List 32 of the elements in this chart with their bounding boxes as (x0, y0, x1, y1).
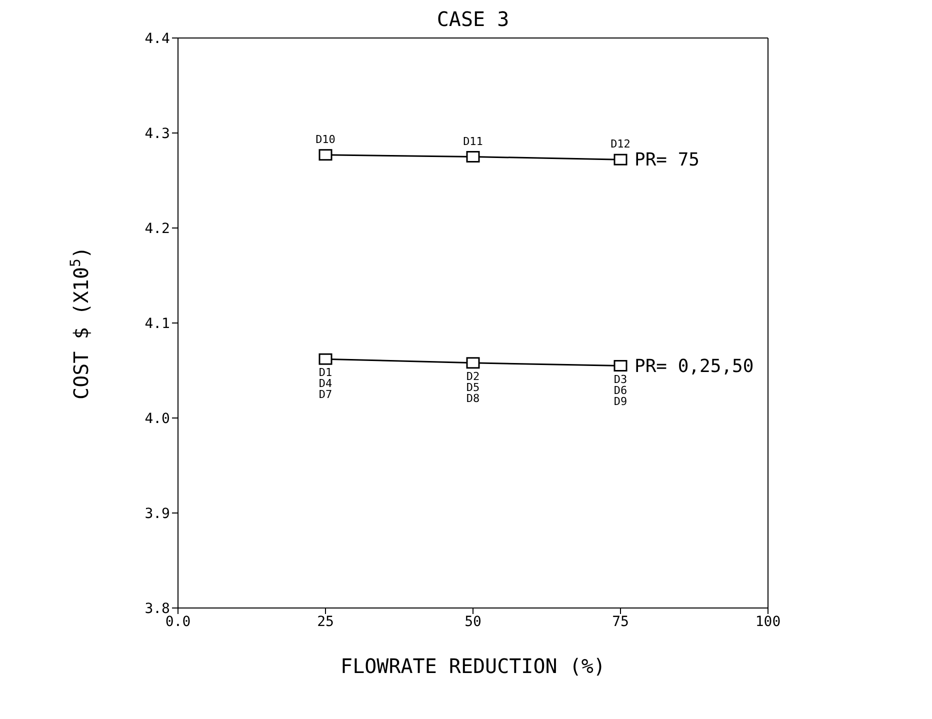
annotation: D7 (318, 388, 332, 402)
annotation: D11 (463, 134, 483, 148)
annotation: D10 (316, 132, 336, 146)
annotation: D8 (466, 392, 480, 405)
chart-title: CASE 3 (436, 7, 510, 31)
y-tick-label: 4.2 (144, 220, 170, 237)
point (318, 149, 332, 161)
y-tick-label: 4.1 (144, 316, 170, 332)
series-label: PR= 75 (634, 150, 700, 171)
y-tick-label: 4.0 (144, 410, 170, 427)
annotation: D4 (318, 377, 332, 390)
point (614, 360, 628, 372)
annotation: D3 (614, 372, 628, 386)
x-tick-label: 100 (755, 614, 781, 630)
point (466, 357, 480, 369)
annotation: D6 (614, 384, 628, 397)
point (466, 151, 480, 162)
annotation: D2 (466, 370, 480, 383)
point (318, 353, 332, 365)
annotation: D5 (466, 380, 480, 394)
y-tick-label: 3.9 (144, 506, 170, 522)
series-label: PR= 0,25,50 (634, 356, 754, 377)
x-tick-label: 75 (612, 614, 629, 630)
annotation: D9 (614, 394, 628, 408)
x-tick-label: 25 (317, 614, 334, 630)
point (614, 154, 628, 166)
y-tick-label: 4.3 (144, 126, 170, 142)
annotation: D12 (610, 138, 630, 151)
y-tick-label: 4.4 (144, 30, 170, 47)
x-tick-label: 50 (464, 614, 482, 630)
x-axis-title: FLOWRATE REDUCTION (%) (340, 654, 606, 678)
annotation: D1 (318, 366, 332, 380)
